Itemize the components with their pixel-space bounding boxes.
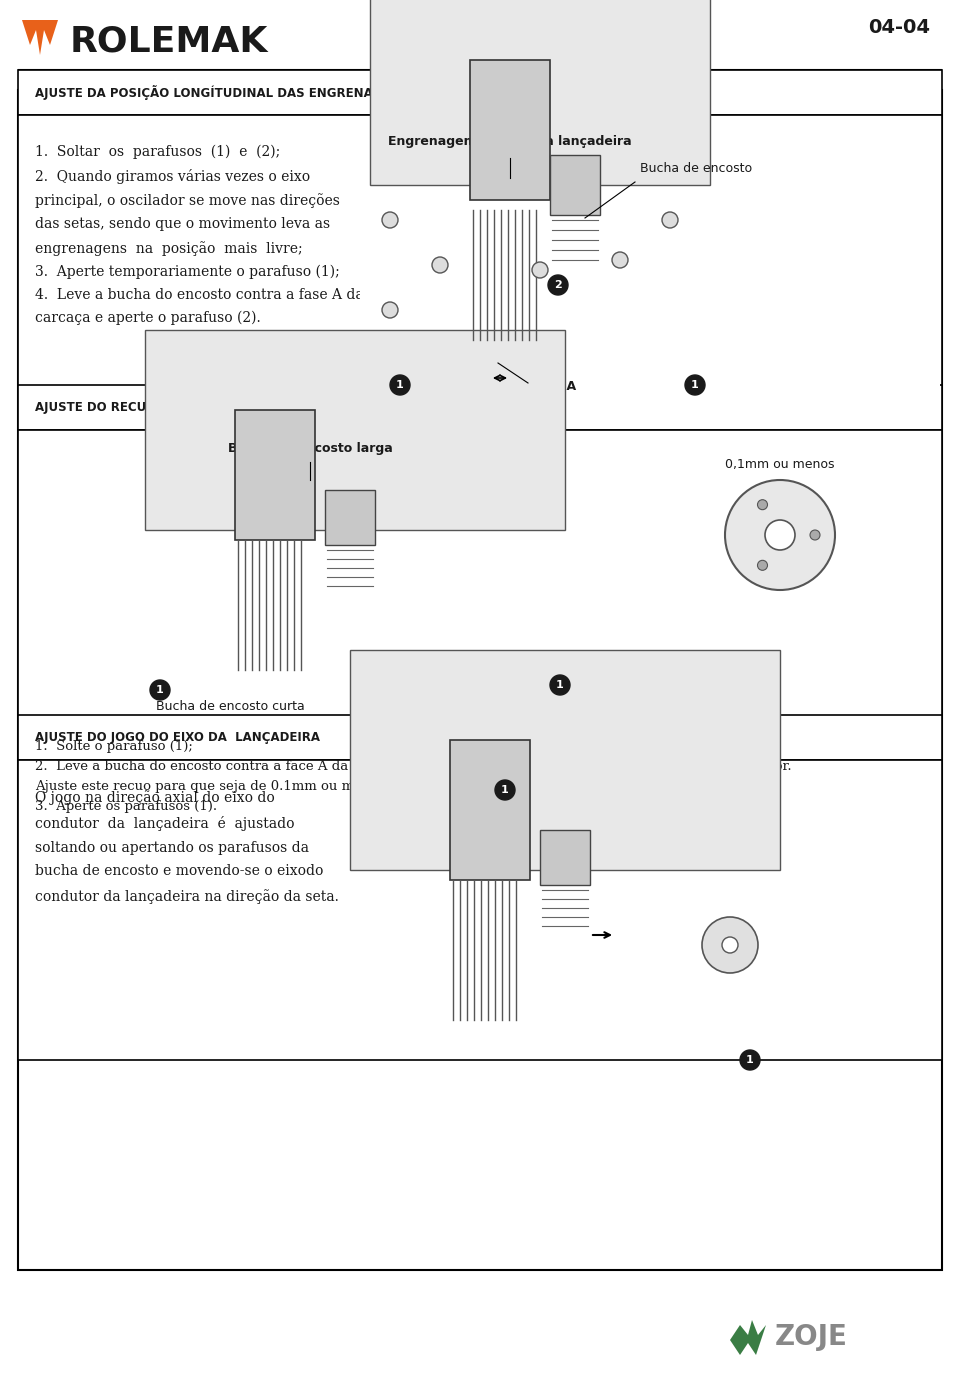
Bar bbox=[540, 830, 590, 885]
FancyBboxPatch shape bbox=[18, 760, 942, 1059]
Text: 1: 1 bbox=[396, 380, 404, 390]
Bar bbox=[450, 741, 530, 880]
Circle shape bbox=[740, 1050, 760, 1070]
Text: Bucha de encosto curta: Bucha de encosto curta bbox=[156, 700, 304, 713]
Circle shape bbox=[722, 937, 738, 954]
Bar bbox=[470, 60, 550, 200]
Circle shape bbox=[548, 276, 568, 295]
Text: Oscilador: Oscilador bbox=[450, 398, 510, 411]
Circle shape bbox=[532, 262, 548, 278]
Text: Engrenagem do eixo da lançadeira: Engrenagem do eixo da lançadeira bbox=[388, 135, 632, 148]
Text: 1: 1 bbox=[501, 785, 509, 795]
FancyBboxPatch shape bbox=[18, 70, 942, 116]
Bar bbox=[370, 0, 710, 185]
Circle shape bbox=[150, 681, 170, 700]
Text: AJUSTE DO RECUO ( JOGO DO CONDUTOR ) DA ENGRENAGEM DO OCILADOR: AJUSTE DO RECUO ( JOGO DO CONDUTOR ) DA … bbox=[35, 401, 534, 415]
FancyBboxPatch shape bbox=[18, 386, 942, 430]
Text: 1: 1 bbox=[691, 380, 699, 390]
Text: ZOJE: ZOJE bbox=[775, 1322, 848, 1352]
Text: 2: 2 bbox=[554, 280, 562, 290]
Circle shape bbox=[550, 675, 570, 695]
Circle shape bbox=[662, 212, 678, 228]
Circle shape bbox=[612, 252, 628, 269]
Text: Face A: Face A bbox=[367, 700, 413, 713]
Circle shape bbox=[390, 374, 410, 395]
Circle shape bbox=[382, 212, 398, 228]
Text: 1: 1 bbox=[556, 681, 564, 690]
Circle shape bbox=[757, 561, 767, 571]
Circle shape bbox=[685, 374, 705, 395]
Bar bbox=[145, 330, 565, 530]
Circle shape bbox=[382, 302, 398, 317]
Text: ROLEMAK: ROLEMAK bbox=[70, 25, 269, 58]
Text: 1.  Soltar  os  parafusos  (1)  e  (2);
2.  Quando giramos várias vezes o eixo
p: 1. Soltar os parafusos (1) e (2); 2. Qua… bbox=[35, 145, 364, 326]
Text: Face A: Face A bbox=[530, 380, 576, 393]
Text: AJUSTE DA POSIÇÃO LONGÍTUDINAL DAS ENGRENAGENS DO OCILADOR: AJUSTE DA POSIÇÃO LONGÍTUDINAL DAS ENGRE… bbox=[35, 85, 506, 100]
Bar bbox=[550, 155, 600, 214]
Text: 04-04: 04-04 bbox=[868, 18, 930, 38]
FancyBboxPatch shape bbox=[18, 90, 942, 1270]
Circle shape bbox=[725, 480, 835, 590]
Circle shape bbox=[810, 530, 820, 540]
Bar bbox=[360, 129, 940, 411]
Circle shape bbox=[757, 500, 767, 509]
FancyBboxPatch shape bbox=[18, 430, 942, 745]
Bar bbox=[350, 650, 780, 870]
Bar bbox=[235, 411, 315, 540]
Circle shape bbox=[432, 258, 448, 273]
FancyBboxPatch shape bbox=[18, 116, 942, 415]
Text: O jogo na direção axial do eixo do
condutor  da  lançadeira  é  ajustado
soltand: O jogo na direção axial do eixo do condu… bbox=[35, 791, 339, 903]
FancyBboxPatch shape bbox=[18, 715, 942, 760]
Circle shape bbox=[765, 521, 795, 550]
Text: AJUSTE DO JOGO DO EIXO DA  LANÇADEIRA: AJUSTE DO JOGO DO EIXO DA LANÇADEIRA bbox=[35, 732, 320, 745]
Bar bbox=[325, 490, 375, 546]
Circle shape bbox=[495, 780, 515, 800]
Text: Bucha de encosto larga: Bucha de encosto larga bbox=[228, 443, 393, 455]
Text: 1.  Solte o parafuso (1);
2.  Leve a bucha do encosto contra a face A da carcaça: 1. Solte o parafuso (1); 2. Leve a bucha… bbox=[35, 741, 792, 813]
Circle shape bbox=[702, 917, 758, 973]
Polygon shape bbox=[730, 1320, 766, 1354]
Text: 1: 1 bbox=[746, 1055, 754, 1065]
Text: 0,1mm ou menos: 0,1mm ou menos bbox=[725, 458, 835, 470]
Polygon shape bbox=[22, 19, 58, 56]
Text: 1: 1 bbox=[156, 685, 164, 695]
Text: Bucha de encosto: Bucha de encosto bbox=[640, 161, 752, 175]
